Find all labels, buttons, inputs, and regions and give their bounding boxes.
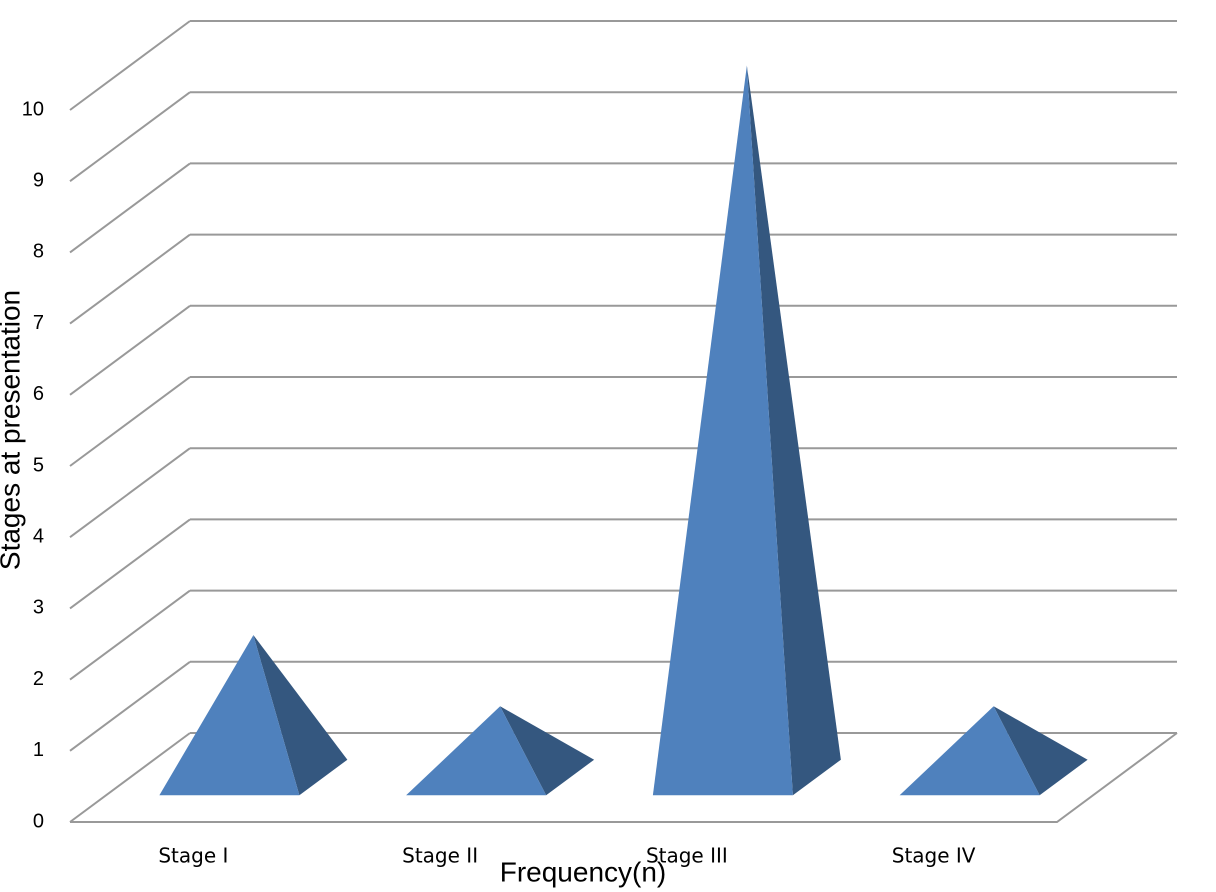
pyramid [159, 635, 348, 796]
grid-line [69, 732, 191, 823]
grid-line [69, 376, 191, 467]
pyramid-side [993, 706, 1088, 796]
grid-line [69, 518, 191, 610]
y-tick-label: 5 [33, 454, 44, 476]
x-tick-label: Stage I [158, 844, 228, 868]
y-tick-label: 10 [22, 98, 44, 120]
y-tick-label: 7 [33, 312, 44, 334]
pyramid [652, 65, 841, 796]
grid-line [69, 304, 191, 396]
floor-edge [70, 732, 1178, 823]
y-tick-label: 2 [33, 668, 44, 690]
grid-line [69, 660, 191, 752]
y-tick-label: 3 [33, 597, 44, 619]
x-tick-label: Stage II [402, 844, 478, 868]
pyramid-front [899, 706, 1040, 796]
grid-line [69, 233, 191, 325]
pyramid-side [253, 635, 348, 796]
grid-line [69, 20, 191, 111]
x-tick-label: Stage IV [892, 844, 976, 868]
y-axis-title: Stages at presentation [0, 290, 25, 570]
x-axis-title: Frequency(n) [500, 856, 667, 887]
y-tick-label: 1 [33, 739, 44, 761]
pyramid-front [406, 706, 547, 796]
pyramid-front [159, 635, 300, 796]
pyramid-side [500, 706, 595, 796]
grid-line [69, 91, 191, 183]
pyramid [406, 706, 595, 796]
x-tick-label: Stage III [646, 844, 728, 868]
y-tick-label: 8 [33, 241, 44, 263]
pyramid-side [746, 65, 841, 796]
y-tick-label: 0 [33, 810, 44, 832]
pyramid-front [652, 65, 793, 796]
y-tick-label: 6 [33, 383, 44, 405]
grid-line [69, 447, 191, 539]
grid-line [69, 162, 191, 254]
y-tick-label: 9 [33, 169, 44, 191]
pyramid [899, 706, 1088, 796]
y-tick-label: 4 [33, 525, 44, 547]
grid-line [69, 589, 191, 681]
